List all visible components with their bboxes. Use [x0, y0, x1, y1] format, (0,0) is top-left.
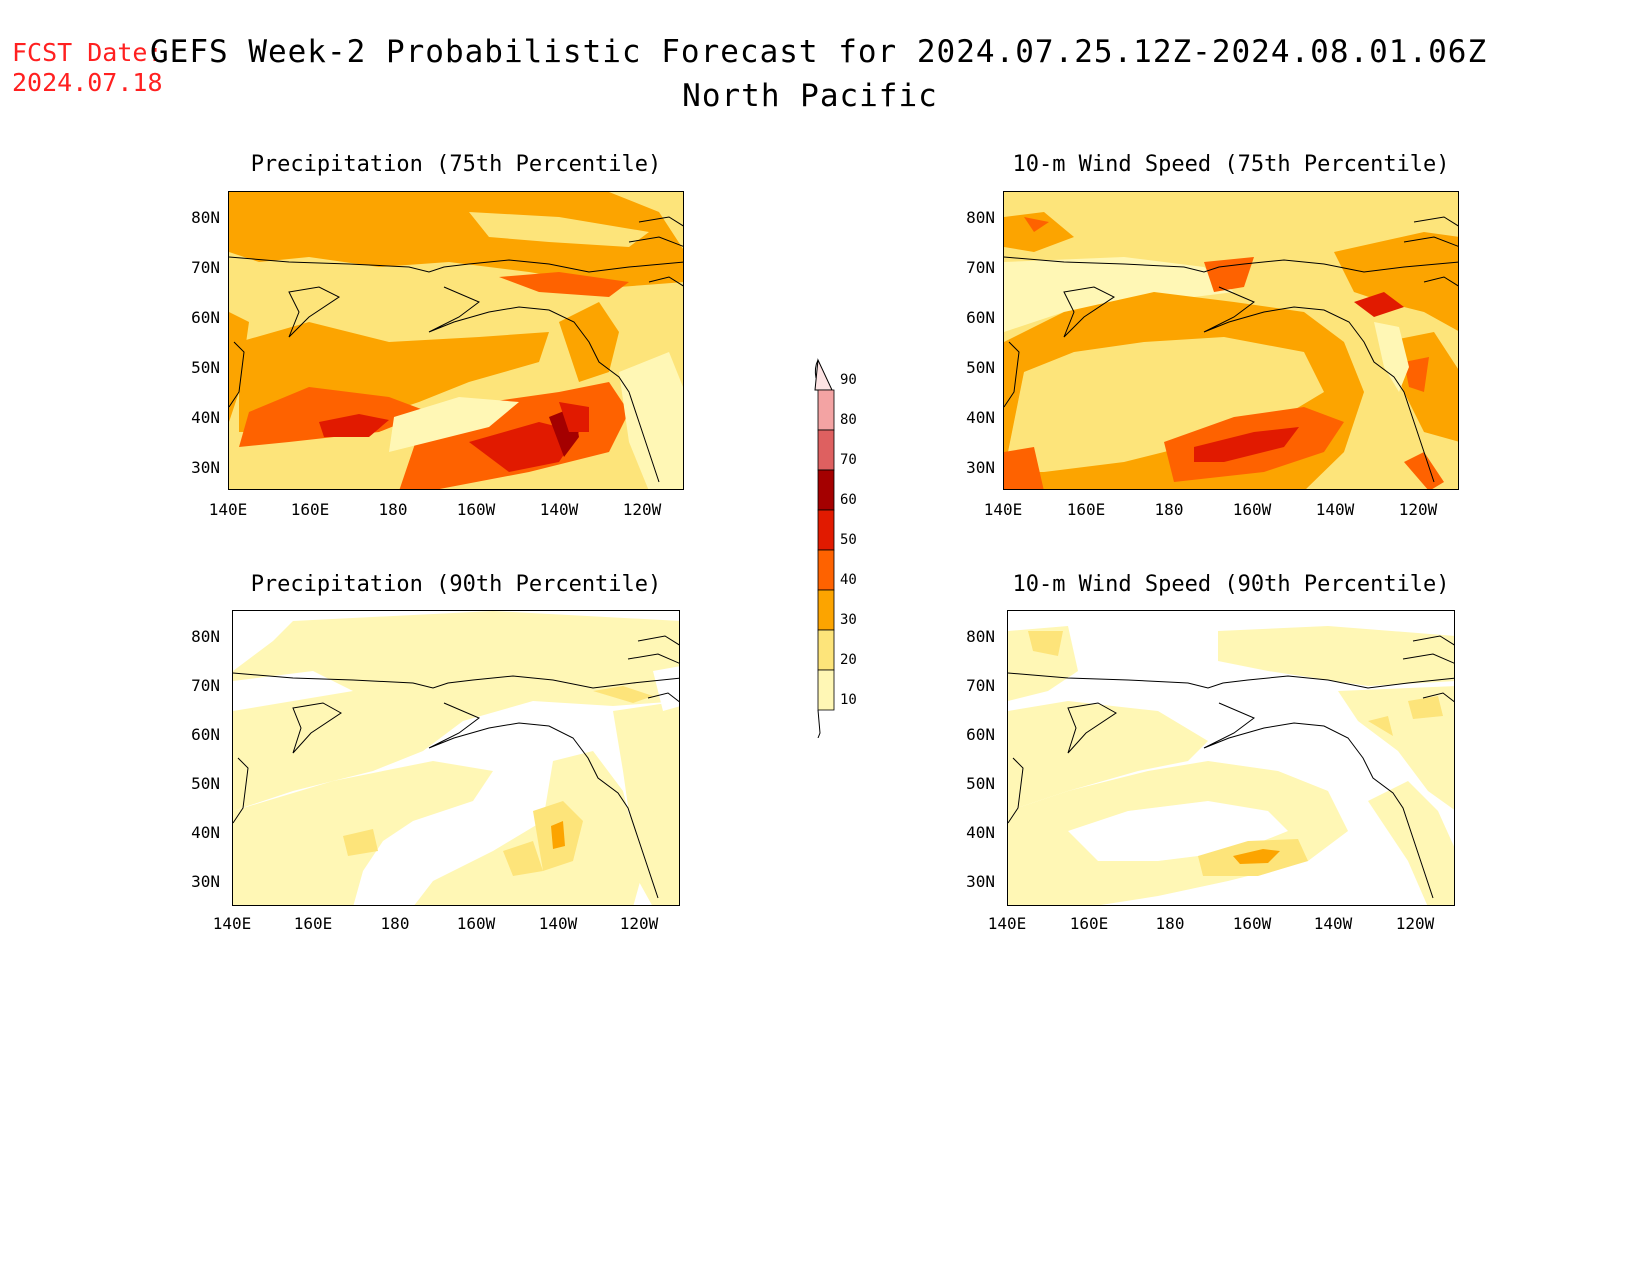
fcst-date-value: 2024.07.18 — [12, 68, 163, 97]
x-tick-label: 160W — [456, 500, 496, 519]
x-tick-label: 120W — [622, 500, 662, 519]
y-tick-label: 60N — [966, 725, 995, 744]
colorbar-label: 60 — [840, 492, 857, 508]
colorbar-label: 30 — [840, 612, 857, 628]
x-tick-label: 140E — [983, 500, 1023, 519]
x-tick-label: 120W — [619, 914, 659, 933]
y-tick-label: 80N — [966, 208, 995, 227]
y-tick-label: 40N — [966, 408, 995, 427]
x-tick-label: 160E — [1069, 914, 1109, 933]
y-tick-label: 70N — [966, 676, 995, 695]
x-tick-label: 160E — [1066, 500, 1106, 519]
panel-title: Precipitation (75th Percentile) — [250, 152, 662, 177]
page-title: GEFS Week-2 Probabilistic Forecast for 2… — [150, 34, 1488, 70]
map-precip-90 — [232, 610, 680, 906]
x-tick-label: 160E — [290, 500, 330, 519]
x-tick-label: 160W — [1232, 500, 1272, 519]
y-tick-label: 50N — [191, 774, 220, 793]
x-tick-label: 140W — [538, 914, 578, 933]
x-tick-label: 160W — [456, 914, 496, 933]
map-precip-75 — [228, 191, 684, 490]
colorbar-label: 10 — [840, 692, 857, 708]
colorbar-label: 50 — [840, 532, 857, 548]
panel-title: Precipitation (90th Percentile) — [250, 572, 662, 597]
colorbar-label: 40 — [840, 572, 857, 588]
y-tick-label: 70N — [191, 676, 220, 695]
panel-title: 10-m Wind Speed (90th Percentile) — [1012, 572, 1450, 597]
y-tick-label: 30N — [966, 458, 995, 477]
map-wind-90 — [1007, 610, 1455, 906]
panel-title: 10-m Wind Speed (75th Percentile) — [1012, 152, 1450, 177]
y-tick-label: 60N — [191, 725, 220, 744]
y-tick-label: 40N — [191, 823, 220, 842]
y-tick-label: 50N — [966, 358, 995, 377]
page-subtitle: North Pacific — [682, 78, 938, 114]
x-tick-label: 180 — [1155, 914, 1185, 933]
colorbar-label: 20 — [840, 652, 857, 668]
forecast-date-block: FCST Date: 2024.07.18 — [12, 38, 163, 98]
colorbar-label: 80 — [840, 412, 857, 428]
y-tick-label: 30N — [191, 458, 220, 477]
y-tick-label: 30N — [191, 872, 220, 891]
map-wind-75 — [1003, 191, 1459, 490]
y-tick-label: 60N — [966, 308, 995, 327]
y-tick-label: 70N — [191, 258, 220, 277]
colorbar: 90 80 70 60 50 40 30 20 10 — [810, 350, 890, 740]
x-tick-label: 180 — [380, 914, 410, 933]
x-tick-label: 160W — [1232, 914, 1272, 933]
x-tick-label: 140E — [208, 500, 248, 519]
colorbar-label: 70 — [840, 452, 857, 468]
y-tick-label: 30N — [966, 872, 995, 891]
y-tick-label: 50N — [966, 774, 995, 793]
y-tick-label: 50N — [191, 358, 220, 377]
fcst-date-label: FCST Date: — [12, 38, 163, 67]
x-tick-label: 140W — [1315, 500, 1355, 519]
y-tick-label: 80N — [966, 627, 995, 646]
y-tick-label: 80N — [191, 627, 220, 646]
x-tick-label: 140W — [539, 500, 579, 519]
x-tick-label: 140W — [1313, 914, 1353, 933]
x-tick-label: 180 — [378, 500, 408, 519]
x-tick-label: 160E — [293, 914, 333, 933]
colorbar-label: 90 — [840, 372, 857, 388]
y-tick-label: 80N — [191, 208, 220, 227]
y-tick-label: 60N — [191, 308, 220, 327]
y-tick-label: 40N — [191, 408, 220, 427]
y-tick-label: 70N — [966, 258, 995, 277]
x-tick-label: 120W — [1398, 500, 1438, 519]
x-tick-label: 140E — [987, 914, 1027, 933]
x-tick-label: 180 — [1154, 500, 1184, 519]
y-tick-label: 40N — [966, 823, 995, 842]
x-tick-label: 140E — [212, 914, 252, 933]
x-tick-label: 120W — [1395, 914, 1435, 933]
